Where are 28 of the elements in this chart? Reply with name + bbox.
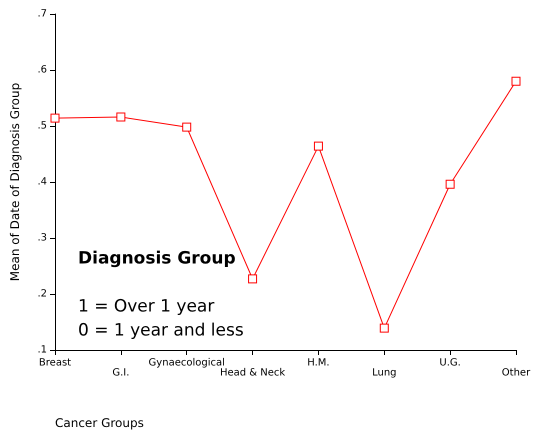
x-tick-label: H.M.: [307, 358, 330, 368]
point: [446, 180, 455, 189]
point: [182, 122, 192, 132]
annotation: 0 = 1 year and less: [78, 320, 244, 340]
y-tick-label: .5: [37, 120, 47, 132]
point: [248, 274, 258, 284]
x-tick-label: Other: [502, 368, 532, 378]
y-tick-label: .3: [37, 232, 47, 244]
annotation: Diagnosis Group: [78, 248, 236, 268]
point: [512, 76, 520, 86]
y-tick-label: .1: [37, 344, 47, 356]
x-tick-label: Head & Neck: [220, 368, 286, 378]
x-tick-label: U.G.: [439, 358, 461, 368]
annotation: 1 = Over 1 year: [78, 296, 214, 316]
x-tick-label: Breast: [38, 358, 72, 368]
point: [380, 324, 389, 333]
y-tick-label: .2: [37, 288, 47, 300]
point: [314, 142, 323, 151]
x-tick-label: Gynaecological: [148, 358, 225, 368]
y-tick-label: .4: [37, 176, 47, 188]
point: [50, 114, 60, 123]
x-tick-label: G.I.: [112, 368, 130, 378]
x-tick-label: Lung: [372, 368, 396, 378]
y-tick-label: .6: [37, 64, 47, 76]
x-axis-title: Cancer Groups: [55, 416, 144, 430]
point: [116, 112, 126, 122]
y-axis-title: Mean of Date of Diagnosis Group: [8, 82, 22, 282]
y-tick-label: .7: [37, 8, 47, 20]
